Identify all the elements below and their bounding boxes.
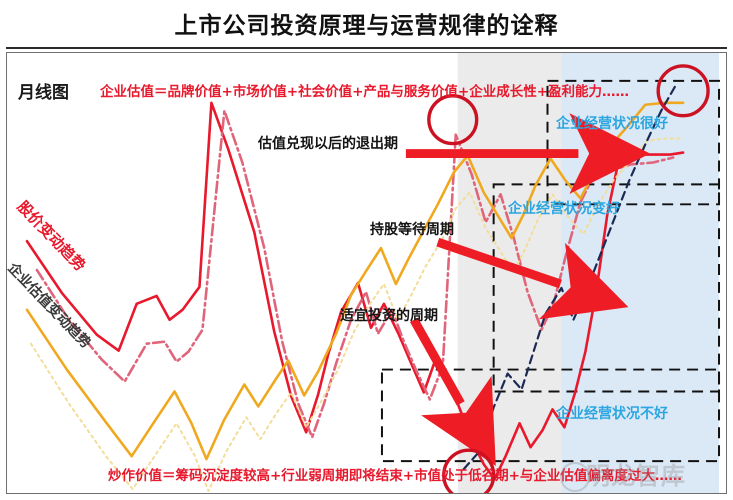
arrow-hold <box>436 237 629 320</box>
circle-peak <box>656 64 710 118</box>
zone-very-good <box>546 79 721 206</box>
trend-chart-svg <box>25 53 721 493</box>
callout-arrows <box>405 113 651 466</box>
series-line-3 <box>29 137 683 493</box>
annotation-invest-period: 适宜投资的周期 <box>340 308 438 324</box>
title-divider <box>6 47 727 49</box>
speculation-formula-text: 炒作价值＝筹码沉淀度较高+行业弱周期即将结束+市值处于低谷期+与企业估值偏离度过… <box>108 468 682 484</box>
page-title: 上市公司投资原理与运营规律的诠释 <box>174 13 559 39</box>
zone-label-better: 企业经营状况变好 <box>508 201 620 217</box>
annotation-hold-period: 持股等待周期 <box>370 222 454 238</box>
chart-panel <box>6 52 727 494</box>
zone-label-very-good: 企业经营状况很好 <box>556 116 668 132</box>
series-line-0 <box>25 101 685 481</box>
highlight-circles <box>427 64 710 493</box>
monthly-chart-label: 月线图 <box>18 83 69 103</box>
band-grey <box>457 53 562 493</box>
circle-bottom <box>442 448 496 493</box>
zone-label-bad: 企业经营状况不好 <box>556 406 668 422</box>
annotation-exit-period: 估值兑现以后的退出期 <box>258 136 398 152</box>
circle-exit <box>427 94 479 146</box>
valuation-formula-text: 企业估值＝品牌价值+市场价值+社会价值+产品与服务价值+企业成长性+盈利能力…… <box>100 84 630 100</box>
zone-bad <box>380 368 721 463</box>
arrow-invest <box>409 317 496 466</box>
